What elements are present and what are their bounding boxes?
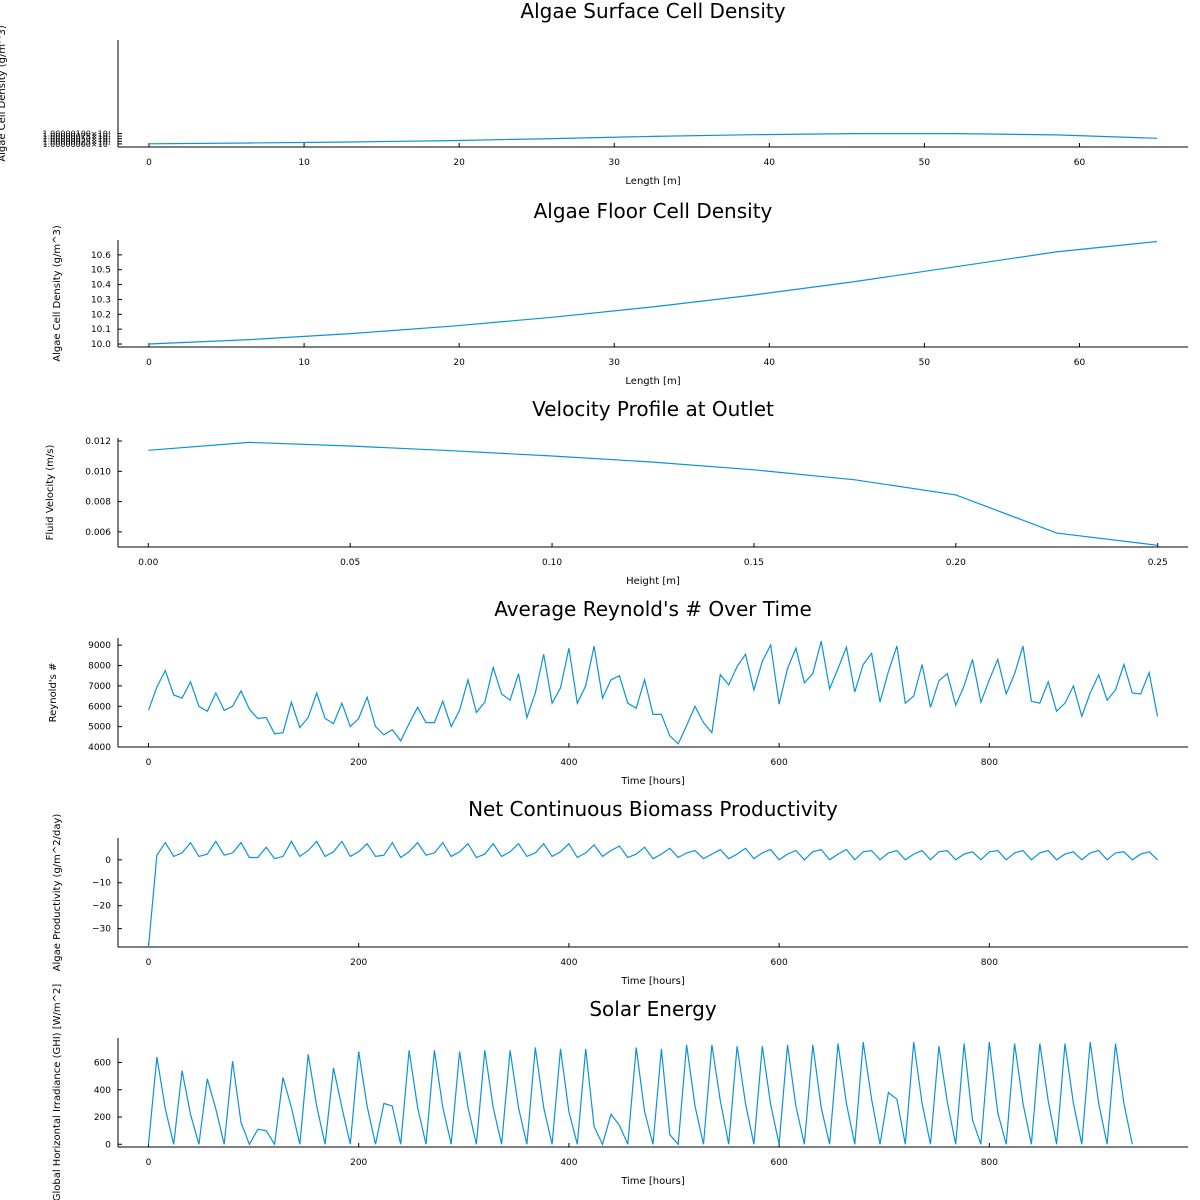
x-tick-label: 0.20 (946, 558, 966, 568)
y-axis-label: Reynold's # (48, 663, 59, 723)
x-tick-label: 40 (764, 158, 776, 168)
y-tick-label: 8000 (88, 662, 111, 672)
y-tick-label: −30 (92, 925, 111, 935)
y-tick-label: 9000 (88, 641, 111, 651)
y-tick-label: 0 (105, 856, 111, 866)
x-tick-label: 600 (771, 958, 788, 968)
chart-title: Algae Floor Cell Density (534, 199, 773, 223)
y-tick-label: 10.6 (91, 251, 111, 261)
y-tick-label: 6000 (88, 702, 111, 712)
x-axis-label: Length [m] (625, 376, 680, 387)
y-tick-label: 400 (94, 1086, 111, 1096)
x-tick-label: 600 (771, 758, 788, 768)
y-tick-label: 10.1 (91, 325, 111, 335)
y-tick-label: 10.2 (91, 310, 111, 320)
y-tick-label: 0 (105, 1140, 111, 1150)
y-axis-label: Algae Cell Density (g/m^3) (52, 225, 63, 362)
x-axis-label: Time [hours] (620, 1176, 685, 1187)
series-line (147, 640, 1159, 745)
y-tick-label: 10.3 (91, 295, 111, 305)
series-line (148, 441, 1158, 546)
y-axis-label: Global Horizontal Irradiance (GHI) [W/m^… (52, 984, 63, 1200)
y-tick-label: 0.010 (85, 467, 111, 477)
chart-panel-6: Solar Energy 0 200 400 600 800 0 200 400 600 Time … (52, 984, 1188, 1200)
x-tick-label: 10 (298, 158, 310, 168)
series-line (147, 840, 1158, 948)
x-tick-label: 400 (560, 758, 577, 768)
x-tick-label: 30 (609, 158, 621, 168)
x-tick-label: 0.15 (744, 558, 764, 568)
y-tick-label: −20 (92, 902, 111, 912)
x-tick-label: 800 (981, 1158, 998, 1168)
x-tick-label: 800 (981, 758, 998, 768)
y-tick-label: 7000 (88, 682, 111, 692)
x-axis-label: Time [hours] (620, 776, 685, 787)
y-tick-label: 10.0 (91, 340, 111, 350)
chart-panel-2: Algae Floor Cell Density 0 10 20 30 40 50 60 10.… (52, 199, 1188, 387)
x-tick-label: 400 (560, 1158, 577, 1168)
x-tick-label: 0.05 (340, 558, 360, 568)
y-tick-label: 0.012 (85, 437, 111, 447)
x-tick-label: 200 (350, 958, 367, 968)
x-tick-label: 200 (350, 758, 367, 768)
y-tick-label: 1.00000025×10¹ (43, 137, 111, 146)
chart-panel-4: Average Reynold's # Over Time 0 200 400 600 8… (48, 597, 1188, 787)
series-line (148, 240, 1158, 345)
x-tick-label: 0.25 (1148, 558, 1168, 568)
x-axis-label: Height [m] (626, 576, 680, 587)
chart-title: Solar Energy (589, 997, 717, 1021)
x-tick-label: 600 (771, 1158, 788, 1168)
x-tick-label: 10 (298, 358, 310, 368)
y-tick-label: 200 (94, 1113, 111, 1123)
y-tick-label: 0.006 (85, 528, 111, 538)
y-axis-label: Algae Cell Density (g/m^3) (0, 25, 8, 162)
y-tick-label: 10.4 (91, 281, 111, 291)
x-tick-label: 0 (146, 158, 152, 168)
y-tick-label: 1.00000100×10¹ (43, 130, 111, 139)
y-tick-label: 10.5 (91, 266, 111, 276)
y-tick-label: 1.00000075×10¹ (43, 132, 111, 141)
chart-title: Net Continuous Biomass Productivity (468, 797, 838, 821)
x-tick-label: 800 (981, 958, 998, 968)
x-tick-label: 0 (146, 758, 152, 768)
x-axis-label: Time [hours] (620, 976, 685, 987)
x-tick-label: 40 (764, 358, 776, 368)
x-tick-label: 0 (146, 358, 152, 368)
x-tick-label: 0.00 (138, 558, 158, 568)
x-tick-label: 0 (146, 1158, 152, 1168)
chart-panel-5: Net Continuous Biomass Productivity 0 200 4… (52, 797, 1188, 987)
x-tick-label: 30 (609, 358, 621, 368)
x-tick-label: 60 (1074, 158, 1086, 168)
chart-panel-1: Algae Surface Cell Density 0 10 20 30 40 50 60 1… (0, 0, 1188, 187)
chart-title: Average Reynold's # Over Time (494, 597, 812, 621)
chart-title: Algae Surface Cell Density (520, 0, 785, 23)
y-axis-label: Fluid Velocity (m/s) (45, 445, 56, 541)
y-tick-label: 0.008 (85, 498, 111, 508)
x-tick-label: 50 (919, 158, 931, 168)
chart-panel-3: Velocity Profile at Outlet 0.00 0.05 0.10 0.… (45, 397, 1188, 587)
series-line (147, 1042, 1133, 1147)
y-tick-label: 4000 (88, 743, 111, 753)
y-tick-label: 5000 (88, 723, 111, 733)
y-tick-label: 1.00000000×10¹ (43, 140, 111, 149)
x-tick-label: 50 (919, 358, 931, 368)
x-tick-label: 60 (1074, 358, 1086, 368)
y-tick-label: 1.00000050×10¹ (43, 135, 111, 144)
x-tick-label: 200 (350, 1158, 367, 1168)
series-line (148, 133, 1158, 145)
x-tick-label: 0 (146, 958, 152, 968)
chart-title: Velocity Profile at Outlet (532, 397, 774, 421)
x-tick-label: 20 (453, 158, 465, 168)
x-axis-label: Length [m] (625, 176, 680, 187)
x-tick-label: 20 (453, 358, 465, 368)
y-tick-label: 600 (94, 1059, 111, 1069)
x-tick-label: 0.10 (542, 558, 562, 568)
x-tick-label: 400 (560, 958, 577, 968)
y-tick-label: −10 (92, 879, 111, 889)
y-axis-label: Algae Productivity (g/m^2/day) (52, 814, 63, 972)
